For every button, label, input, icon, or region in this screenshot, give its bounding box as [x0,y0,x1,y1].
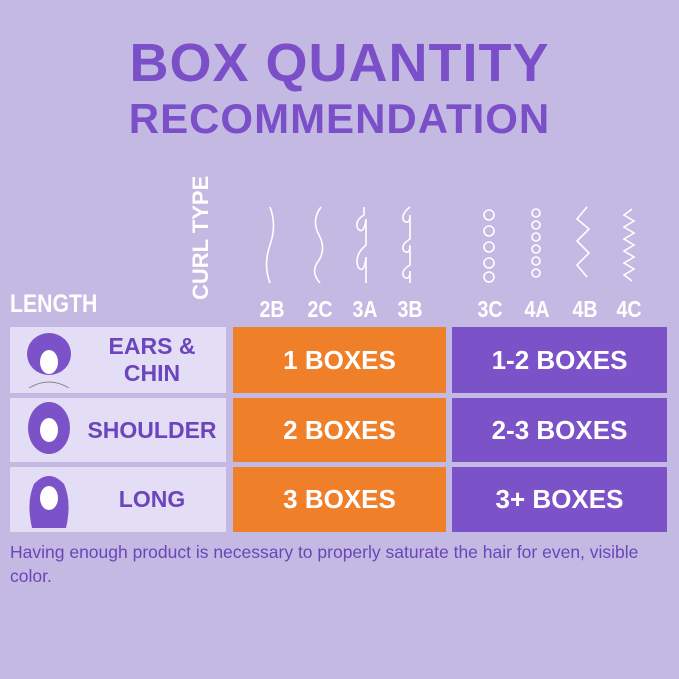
recommendation-3c-4c: 3+ BOXES [452,467,667,532]
recommendation-2b-3b: 1 BOXES [233,327,446,393]
recommendation-2b-3b: 3 BOXES [233,467,446,532]
length-cell-long: LONG [10,467,226,532]
curl-label-4b: 4B [572,296,598,322]
curl-label-3c: 3C [477,296,503,322]
curl-label-3a: 3A [352,296,378,322]
footer-note: Having enough product is necessary to pr… [10,542,639,586]
length-label: EARS & CHIN [108,333,196,386]
length-label: SHOULDER [87,416,217,443]
curl-3b-icon [402,206,411,283]
short-hair-face-icon [27,333,71,388]
curl-label-4a: 4A [524,296,550,322]
curl-4c-icon [622,208,636,282]
recommendation-3c-4c: 1-2 BOXES [452,327,667,393]
length-header: LENGTH [10,290,98,318]
title-line-1: BOX QUANTITY [129,33,550,93]
curl-label-3b: 3B [397,296,423,322]
curl-label-2b: 2B [259,296,285,322]
length-label: LONG [118,486,186,512]
curl-type-header: CURL TYPE [188,175,213,300]
curl-4a-icon [531,208,541,278]
title-line-2: RECOMMENDATION [128,95,551,142]
recommendation-3c-4c: 2-3 BOXES [452,398,667,462]
curl-3a-icon [356,207,367,283]
curl-4b-icon [575,206,591,278]
medium-hair-face-icon [28,402,70,454]
length-cell-shoulder: SHOULDER [10,398,226,462]
curl-2b-icon [265,206,275,284]
curl-2c-icon [313,206,324,284]
length-cell-ears-chin: EARS & CHIN [10,327,226,393]
long-hair-face-icon [29,475,69,528]
recommendation-2b-3b: 2 BOXES [233,398,446,462]
curl-label-2c: 2C [307,296,333,322]
curl-3c-icon [483,209,495,283]
curl-label-4c: 4C [616,296,642,322]
